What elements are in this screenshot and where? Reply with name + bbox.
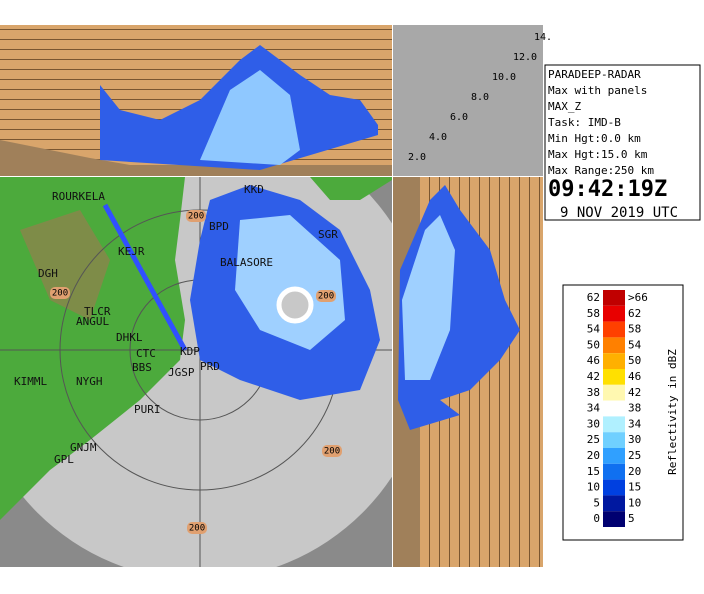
height-label: 8.0 [471, 92, 489, 103]
time: 09:42:19Z [548, 177, 667, 202]
legend-high: 46 [628, 370, 641, 383]
legend-swatch [603, 479, 625, 496]
legend-high: 54 [628, 338, 642, 351]
legend-swatch [603, 511, 625, 527]
station-label: TLCR [84, 305, 111, 318]
range-label: 200 [324, 447, 340, 457]
range-badge [187, 522, 207, 534]
station-label: KIMML [14, 375, 47, 388]
station-label: BBS [132, 361, 152, 374]
legend-high: 25 [628, 449, 641, 462]
legend-swatch [603, 290, 625, 306]
range-label: 200 [52, 289, 68, 299]
legend-high: 38 [628, 402, 641, 415]
legend-high: 42 [628, 386, 641, 399]
legend-low: 25 [587, 433, 600, 446]
station-label: PRD [200, 360, 220, 373]
legend-low: 54 [587, 323, 601, 336]
legend-swatch [603, 400, 625, 417]
legend-swatch [603, 369, 625, 385]
height-label: 14. [534, 32, 552, 43]
legend-low: 62 [587, 291, 600, 304]
range-badge [186, 210, 206, 222]
legend-swatch [603, 448, 625, 464]
legend-high: 15 [628, 481, 641, 494]
range-badge [316, 290, 336, 302]
legend-low: 34 [587, 402, 601, 415]
map [0, 177, 392, 567]
legend-high: 5 [628, 512, 635, 525]
legend-high: 30 [628, 433, 641, 446]
legend-swatch [603, 353, 625, 369]
info-line: PARADEEP-RADAR [548, 68, 641, 81]
legend-high: >66 [628, 291, 648, 304]
info-line: MAX_Z [548, 100, 581, 113]
legend-low: 46 [587, 354, 600, 367]
legend-low: 15 [587, 465, 600, 478]
legend-swatch [603, 384, 625, 401]
legend-high: 10 [628, 496, 641, 509]
legend-low: 0 [593, 512, 600, 525]
legend-high: 34 [628, 417, 642, 430]
legend-low: 50 [587, 338, 600, 351]
station-label: ANGUL [76, 315, 109, 328]
station-label: NYGH [76, 375, 103, 388]
legend-swatch [603, 321, 625, 338]
station-label: KEJR [118, 245, 145, 258]
echo [402, 215, 455, 380]
station-label: GPL [54, 453, 74, 466]
legend-low: 20 [587, 449, 600, 462]
info-line: Min Hgt:0.0 km [548, 132, 641, 145]
legend-swatch [603, 495, 625, 512]
legend-swatch [603, 416, 625, 433]
range-badge [322, 445, 342, 457]
legend-high: 20 [628, 465, 641, 478]
range-label: 200 [188, 212, 204, 222]
station-label: BALASORE [220, 256, 273, 269]
station-label: DGH [38, 267, 58, 280]
legend-swatch [603, 463, 625, 480]
legend-low: 10 [587, 481, 600, 494]
legend-low: 58 [587, 307, 600, 320]
station-label: DHKL [116, 331, 143, 344]
terrain [0, 140, 392, 176]
legend-low: 38 [587, 386, 600, 399]
height-label: 10.0 [492, 72, 516, 83]
legend-low: 30 [587, 417, 600, 430]
station-label: ROURKELA [52, 190, 105, 203]
legend-high: 58 [628, 323, 641, 336]
station-label: PURI [134, 403, 161, 416]
legend-low: 5 [593, 496, 600, 509]
range-badge [50, 287, 70, 299]
info-line: Max Range:250 km [548, 164, 654, 177]
station-label: JGSP [168, 366, 195, 379]
range-label: 200 [318, 292, 334, 302]
height-label: 2.0 [408, 152, 426, 163]
legend-low: 42 [587, 370, 600, 383]
legend-high: 50 [628, 354, 641, 367]
height-label: 12.0 [513, 52, 537, 63]
height-label: 6.0 [450, 112, 468, 123]
station-label: CTC [136, 347, 156, 360]
height-panel [393, 25, 543, 176]
info-line: Max with panels [548, 84, 647, 97]
legend-swatch [603, 337, 625, 354]
station-label: SGR [318, 228, 338, 241]
echo [200, 70, 300, 165]
station-label: BPD [209, 220, 229, 233]
station-label: KKD [244, 183, 264, 196]
station-label: GNJM [70, 441, 97, 454]
legend-swatch [603, 305, 625, 322]
height-label: 4.0 [429, 132, 447, 143]
range-label: 200 [189, 524, 205, 534]
info-line: Max Hgt:15.0 km [548, 148, 648, 161]
date: 9 NOV 2019 UTC [560, 205, 678, 221]
legend-high: 62 [628, 307, 641, 320]
info-line: Task: IMD-B [548, 116, 621, 129]
legend-title: Reflectivity in dBZ [666, 349, 679, 475]
station-label: KDP [180, 345, 200, 358]
legend-swatch [603, 432, 625, 448]
info-box [544, 64, 701, 221]
